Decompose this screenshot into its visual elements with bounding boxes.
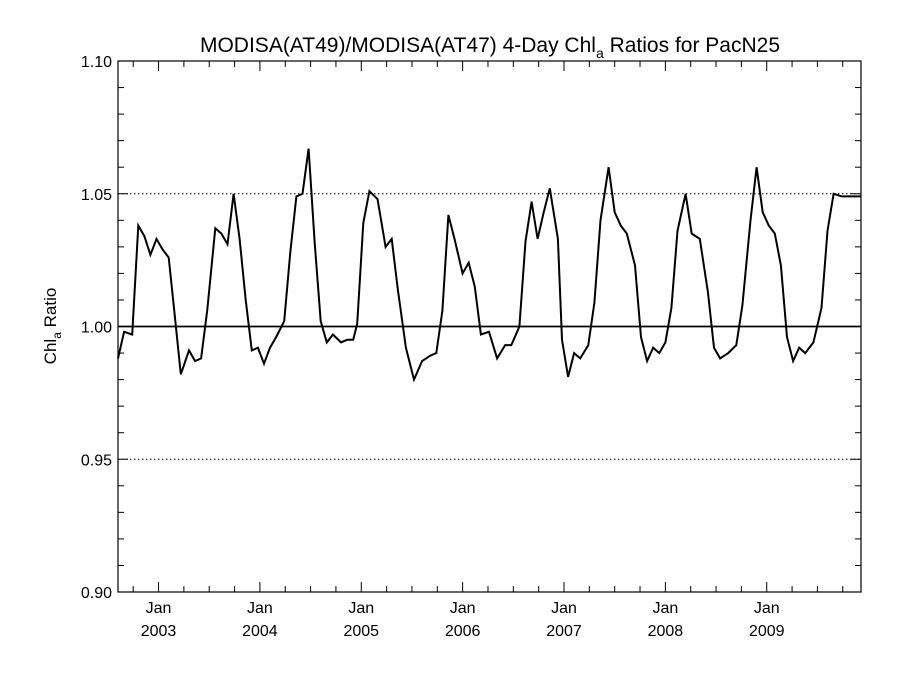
y-axis-label: Chla Ratio — [41, 288, 64, 365]
x-tick-label-month: Jan — [652, 600, 678, 617]
x-tick-label-year: 2009 — [749, 623, 785, 640]
x-tick-label-year: 2003 — [141, 623, 177, 640]
x-tick-label-year: 2006 — [445, 623, 481, 640]
x-tick-label-month: Jan — [146, 600, 172, 617]
y-tick-label: 0.90 — [81, 585, 112, 602]
y-axis-label-suffix: Ratio — [41, 288, 60, 332]
tick-labels: 0.90 0.95 1.00 1.05 1.10 Jan 2003 Jan 2004 Jan 200… — [81, 54, 785, 640]
y-tick-label: 0.95 — [81, 452, 112, 469]
chart-title: MODISA(AT49)/MODISA(AT47) 4-Day Chla Rat… — [200, 34, 780, 61]
x-tick-label-month: Jan — [348, 600, 374, 617]
y-tick-label: 1.05 — [81, 187, 112, 204]
x-tick-label-year: 2007 — [546, 623, 582, 640]
chart-title-main: MODISA(AT49)/MODISA(AT47) 4-Day Chl — [200, 34, 596, 57]
y-axis-label-subscript: a — [50, 332, 64, 339]
axis-ticks — [118, 60, 861, 593]
chart-title-suffix: Ratios for PacN25 — [604, 34, 780, 57]
y-tick-label: 1.10 — [81, 54, 112, 71]
x-tick-label-month: Jan — [247, 600, 273, 617]
y-axis-label-main: Chl — [41, 339, 60, 365]
x-tick-label-year: 2008 — [648, 623, 684, 640]
y-tick-label: 1.00 — [81, 320, 112, 337]
plot-area-frame — [117, 60, 862, 593]
gridlines — [118, 60, 861, 460]
x-tick-label-month: Jan — [551, 600, 577, 617]
x-tick-label-month: Jan — [754, 600, 780, 617]
x-tick-label-month: Jan — [450, 600, 476, 617]
series-group — [117, 148, 861, 383]
series-line-0 — [117, 148, 861, 383]
chart-title-subscript: a — [596, 45, 604, 61]
x-tick-label-year: 2004 — [242, 623, 278, 640]
x-tick-label-year: 2005 — [343, 623, 379, 640]
